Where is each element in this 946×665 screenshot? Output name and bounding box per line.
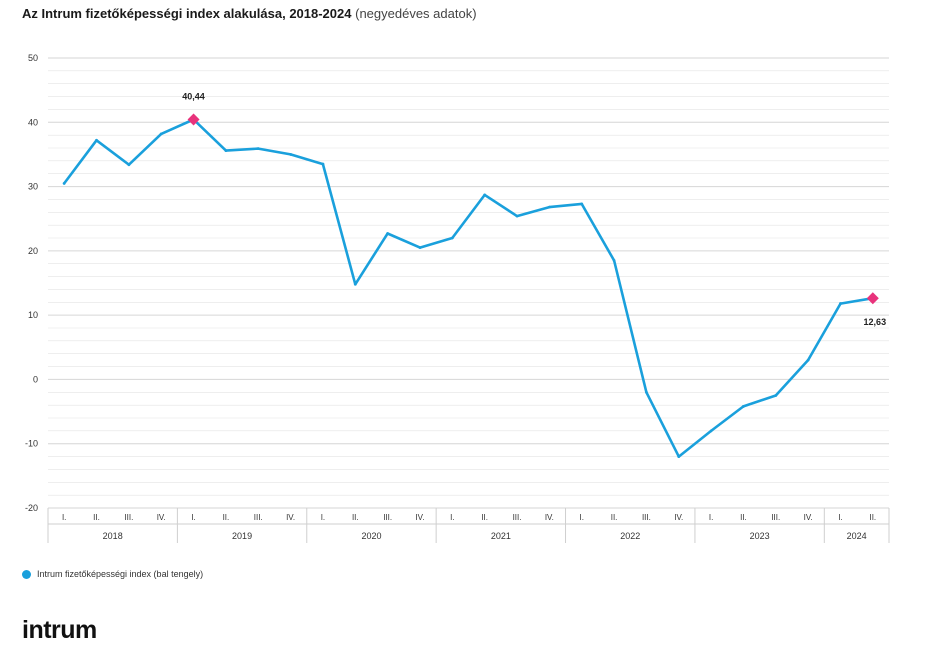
year-label: 2022 (620, 531, 640, 541)
data-label: 40,44 (182, 91, 205, 101)
quarter-tick-label: I. (709, 513, 713, 522)
quarter-tick-label: II. (611, 513, 618, 522)
quarter-tick-label: IV. (415, 513, 424, 522)
year-label: 2018 (103, 531, 123, 541)
data-point (709, 429, 713, 433)
quarter-tick-label: II. (481, 513, 488, 522)
quarter-tick-label: II. (869, 513, 876, 522)
quarter-tick-label: IV. (674, 513, 683, 522)
data-label: 12,63 (864, 317, 887, 327)
y-tick-label: 10 (28, 310, 38, 320)
data-point (774, 394, 778, 397)
quarter-tick-label: I. (191, 513, 195, 522)
quarter-tick-label: III. (771, 513, 780, 522)
data-point (95, 138, 98, 142)
legend-label: Intrum fizetőképességi index (bal tengel… (37, 569, 204, 579)
highlight-marker (866, 292, 879, 305)
data-point (418, 246, 422, 250)
data-point (62, 181, 66, 185)
y-tick-label: -10 (25, 439, 38, 449)
quarter-tick-label: I. (838, 513, 842, 522)
chart-title-sub: (negyedéves adatok) (355, 6, 477, 21)
series-line (62, 118, 875, 458)
data-point (742, 405, 745, 408)
data-point (839, 302, 842, 305)
highlight-marker (187, 113, 200, 126)
data-point (321, 162, 325, 166)
data-point (677, 455, 681, 458)
year-label: 2023 (750, 531, 770, 541)
data-point (386, 232, 390, 235)
quarter-tick-label: III. (254, 513, 263, 522)
year-label: 2024 (847, 531, 867, 541)
quarter-tick-label: III. (383, 513, 392, 522)
data-point (256, 147, 260, 151)
quarter-tick-label: I. (450, 513, 454, 522)
y-tick-label: 40 (28, 117, 38, 127)
data-point (645, 390, 648, 394)
quarter-tick-label: III. (124, 513, 133, 522)
year-label: 2019 (232, 531, 252, 541)
data-point (806, 358, 810, 362)
year-label: 2020 (361, 531, 381, 541)
data-point (547, 205, 551, 209)
quarter-tick-label: I. (321, 513, 325, 522)
y-tick-label: -20 (25, 503, 38, 513)
data-point (450, 236, 454, 240)
data-point (159, 132, 163, 136)
data-point (612, 259, 616, 262)
quarter-tick-label: III. (642, 513, 651, 522)
year-label: 2021 (491, 531, 511, 541)
quarter-tick-label: IV. (157, 513, 166, 522)
data-point (483, 193, 487, 197)
data-point (353, 282, 357, 286)
data-point (580, 202, 584, 206)
y-tick-label: 50 (28, 53, 38, 63)
quarter-tick-label: IV. (286, 513, 295, 522)
quarter-tick-label: I. (579, 513, 583, 522)
y-tick-label: 0 (33, 374, 38, 384)
legend-swatch (22, 569, 31, 579)
y-tick-label: 30 (28, 182, 38, 192)
quarter-tick-label: II. (223, 513, 230, 522)
quarter-tick-label: III. (513, 513, 522, 522)
quarter-tick-label: II. (352, 513, 359, 522)
quarter-tick-label: IV. (545, 513, 554, 522)
chart-legend: Intrum fizetőképességi index (bal tengel… (22, 569, 203, 579)
quarter-tick-label: II. (740, 513, 747, 522)
data-point (515, 214, 519, 218)
data-point (127, 163, 131, 167)
quarter-tick-label: I. (62, 513, 66, 522)
intrum-logo: intrum (22, 616, 97, 644)
quarter-tick-label: IV. (804, 513, 813, 522)
quarter-tick-label: II. (93, 513, 100, 522)
chart-title: Az Intrum fizetőképességi index alakulás… (22, 6, 477, 21)
y-tick-label: 20 (28, 246, 38, 256)
data-point (224, 149, 228, 152)
line-chart: -20 -10 0 10 20 30 40 50 2018 2019 2020 2021 2022 202… (25, 53, 890, 543)
data-point (289, 153, 292, 156)
chart-title-main: Az Intrum fizetőképességi index alakulás… (22, 6, 352, 21)
